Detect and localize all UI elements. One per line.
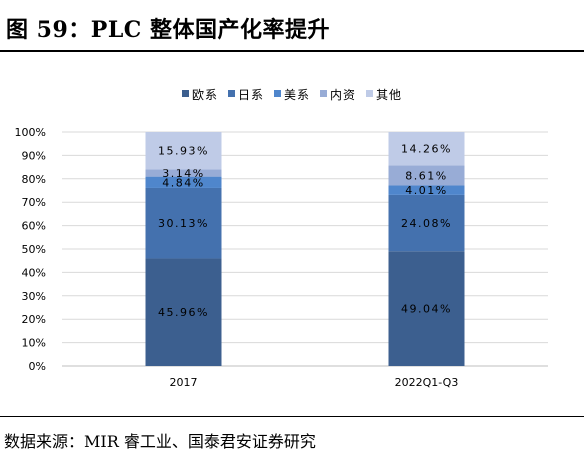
title-divider [0,50,584,52]
stacked-bar-chart: 0% 10% 20% 30% 40% 50% 60% 70% 80% 90% 100% 45.96% 3… [15,126,548,389]
legend-label: 内资 [330,88,357,102]
bar-segment [145,187,222,259]
data-label: 4.84% [162,176,204,189]
data-label: 3.14% [162,167,204,180]
y-tick-label: 10% [22,337,46,350]
y-tick-label: 0% [29,360,46,373]
bar-segment [145,169,222,177]
y-tick-label: 30% [22,290,46,303]
data-label: 15.93% [158,145,209,158]
legend-label: 欧系 [191,88,218,102]
y-tick-label: 40% [22,266,46,279]
data-label: 14.26% [401,143,452,156]
bar-segment [388,185,465,195]
legend-item: 欧系 [181,86,218,103]
legend-label: 美系 [283,88,310,102]
y-tick-label: 70% [22,196,46,209]
bar-segment [145,176,222,188]
y-tick-label: 80% [22,173,46,186]
y-tick-label: 90% [22,149,46,162]
figure-title: 图 59：PLC 整体国产化率提升 [6,17,330,43]
data-label: 49.04% [401,303,452,316]
source-note: 数据来源：MIR 睿工业、国泰君安证券研究 [4,432,316,451]
chart-area: 欧系 日系 美系 内资 其他 0% 10% 20% 30% 40% 50% 60% 70% 80% 90%… [0,52,584,414]
x-tick-label: 2017 [170,376,198,389]
y-tick-label: 100% [15,126,46,139]
legend-swatch [366,90,374,97]
y-tick-label: 60% [22,220,46,233]
chart-legend: 欧系 日系 美系 内资 其他 [0,86,584,103]
bar-segment [388,194,465,252]
legend-swatch [181,90,189,97]
legend-item: 其他 [366,86,402,103]
bar-segment [145,132,222,170]
data-label: 24.08% [401,217,452,230]
legend-label: 日系 [237,88,264,102]
bar-segment [145,258,222,366]
legend-swatch [227,90,235,97]
bar-segment [388,132,465,166]
y-tick-label: 20% [22,313,46,326]
legend-item: 日系 [227,86,264,103]
legend-item: 美系 [273,86,310,103]
legend-swatch [273,90,281,97]
data-label: 45.96% [158,306,209,319]
legend-item: 内资 [320,86,356,103]
bar-segment [388,251,465,366]
legend-swatch [320,90,327,97]
y-tick-label: 50% [22,243,46,256]
figure-header: 图 59：PLC 整体国产化率提升 [0,0,584,52]
data-label: 4.01% [405,184,447,197]
x-tick-label: 2022Q1-Q3 [395,376,459,389]
bar-segment [388,165,465,186]
legend-label: 其他 [376,88,403,102]
data-label: 8.61% [405,169,447,182]
source-divider [0,416,584,417]
data-label: 30.13% [158,217,209,230]
